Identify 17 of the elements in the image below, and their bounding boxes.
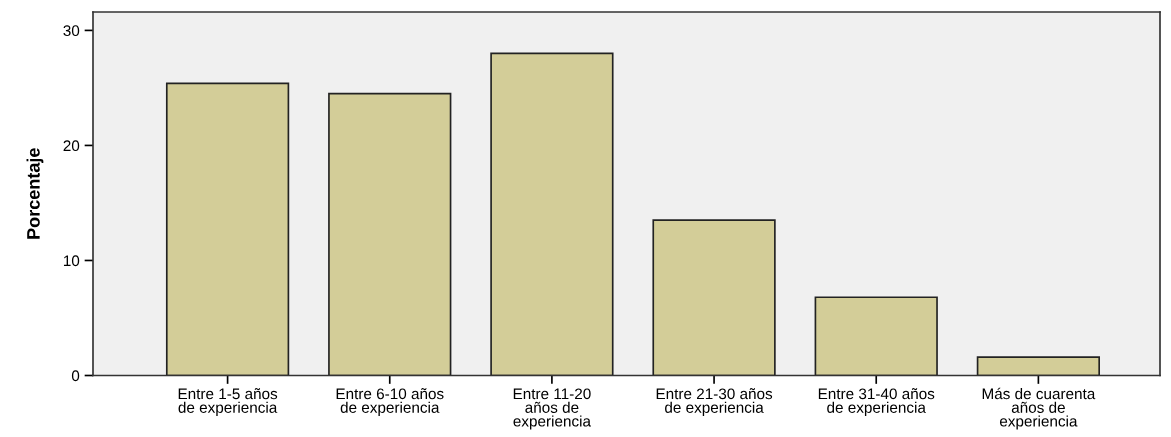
bar [814, 296, 938, 376]
bar [328, 92, 452, 376]
y-tick-label: 0 [71, 370, 80, 382]
y-axis-title: Porcentaje [26, 148, 44, 239]
x-tick-label: Entre 31-40 años de experiencia [818, 388, 935, 416]
x-tick-label: Más de cuarenta años de experiencia [982, 387, 1096, 430]
bar [165, 82, 290, 376]
bar [652, 219, 776, 376]
x-tick-label: Entre 1-5 años de experiencia [178, 388, 278, 416]
y-tick-label: 20 [63, 140, 80, 152]
x-tick-label: Entre 21-30 años de experiencia [656, 388, 773, 416]
y-tick-label: 30 [63, 25, 80, 37]
bar [976, 356, 1101, 376]
x-tick-label: Entre 6-10 años de experiencia [336, 388, 444, 416]
x-tick-label: Entre 11-20 años de experiencia [513, 388, 591, 430]
bar [490, 52, 614, 376]
y-tick-label: 10 [63, 255, 80, 267]
